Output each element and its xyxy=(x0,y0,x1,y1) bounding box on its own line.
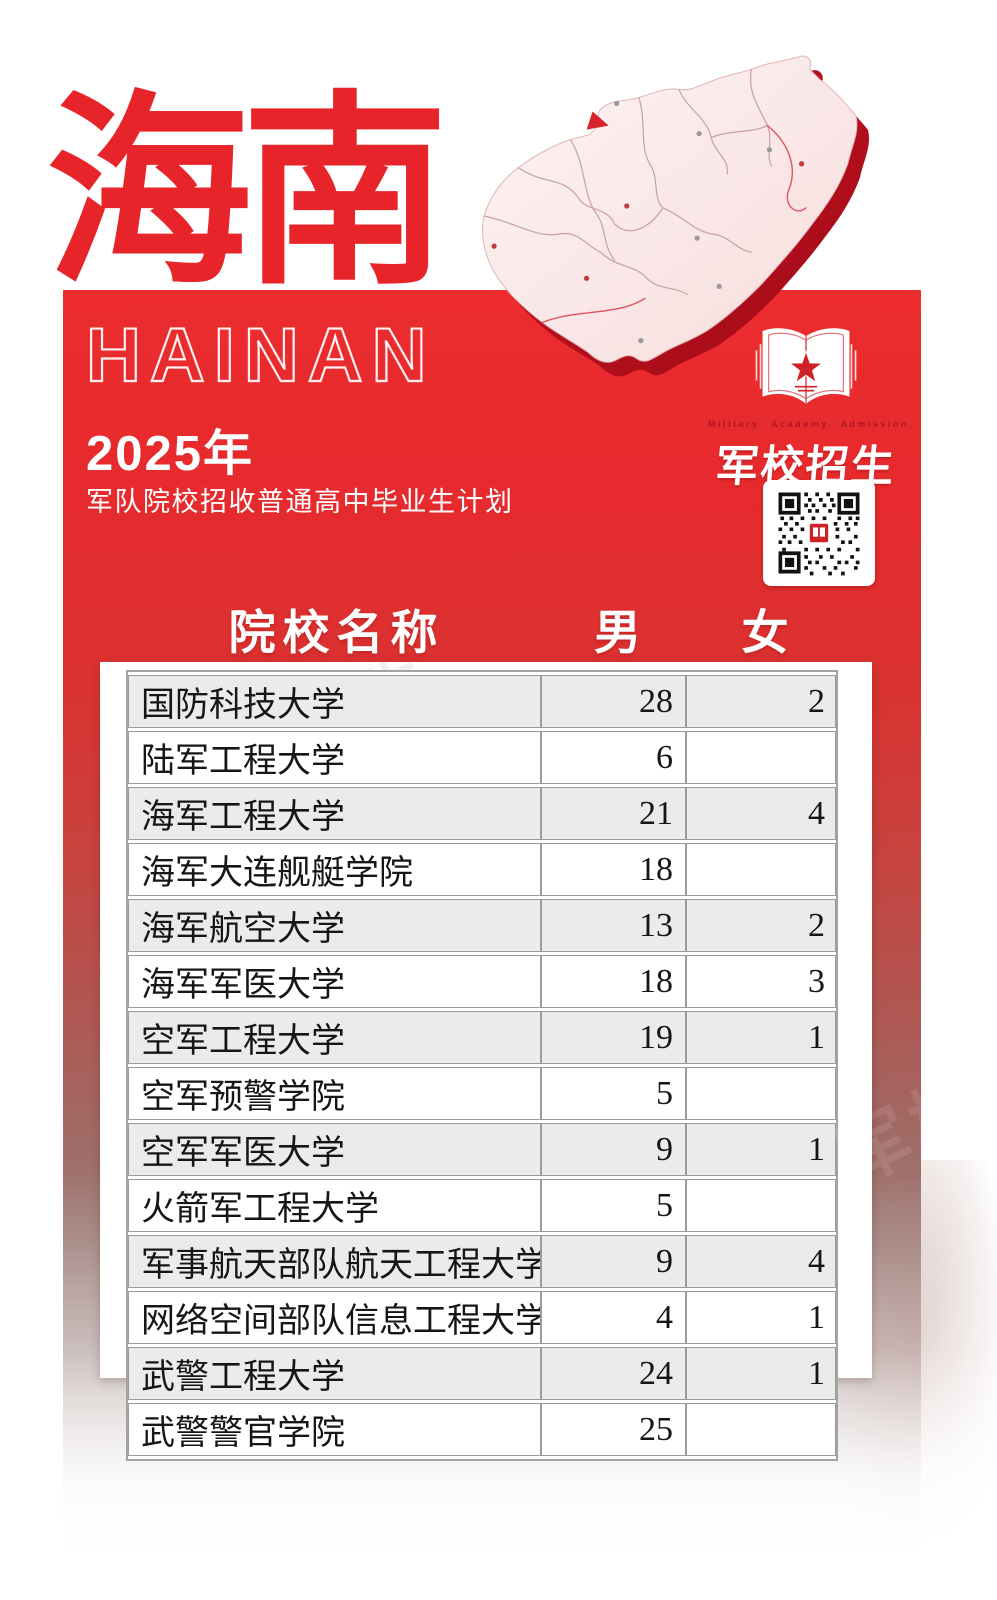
female-quota-cell: 1 xyxy=(686,1347,836,1400)
female-quota-cell: 4 xyxy=(686,1235,836,1288)
female-quota-cell xyxy=(686,1403,836,1456)
male-quota-cell: 6 xyxy=(541,731,686,784)
plan-subtitle: 军队院校招收普通高中毕业生计划 xyxy=(86,487,514,517)
qr-pattern xyxy=(773,487,865,579)
admission-table: 国防科技大学 28 2 陆军工程大学 6 海军工程大学 xyxy=(128,672,836,1459)
table-row: 空军工程大学 19 1 xyxy=(128,1011,836,1064)
male-quota-cell: 18 xyxy=(541,843,686,896)
male-quota-cell: 19 xyxy=(541,1011,686,1064)
school-name-cell: 海军军医大学 xyxy=(128,955,541,1008)
school-name-cell: 陆军工程大学 xyxy=(128,731,541,784)
school-name-cell: 海军航空大学 xyxy=(128,899,541,952)
logo-tagline: Military Academy Admission xyxy=(708,419,909,429)
school-name-cell: 空军军医大学 xyxy=(128,1123,541,1176)
table-row: 海军大连舰艇学院 18 xyxy=(128,843,836,896)
open-book-star-icon xyxy=(755,328,857,404)
table-row: 网络空间部队信息工程大学 4 1 xyxy=(128,1291,836,1344)
school-name-cell: 国防科技大学 xyxy=(128,675,541,728)
male-quota-cell: 4 xyxy=(541,1291,686,1344)
table-panel: 军校招生 军校招生 军校招生 军校招生 国防科技大学 28 2 陆军工程大学 xyxy=(100,643,872,1461)
male-quota-cell: 5 xyxy=(541,1179,686,1232)
table-row: 空军军医大学 9 1 xyxy=(128,1123,836,1176)
col-header-male: 男 xyxy=(594,605,641,659)
table-row: 武警警官学院 25 xyxy=(128,1403,836,1456)
male-quota-cell: 25 xyxy=(541,1403,686,1456)
table-row: 武警工程大学 24 1 xyxy=(128,1347,836,1400)
female-quota-cell xyxy=(686,731,836,784)
col-header-female: 女 xyxy=(741,605,789,659)
school-name-cell: 武警警官学院 xyxy=(128,1403,541,1456)
col-header-school: 院校名称 xyxy=(228,605,445,659)
female-quota-cell xyxy=(686,843,836,896)
table-row: 海军工程大学 21 4 xyxy=(128,787,836,840)
male-quota-cell: 13 xyxy=(541,899,686,952)
admission-table-frame: 国防科技大学 28 2 陆军工程大学 6 海军工程大学 xyxy=(126,670,838,1461)
table-row: 陆军工程大学 6 xyxy=(128,731,836,784)
female-quota-cell xyxy=(686,1067,836,1120)
female-quota-cell: 1 xyxy=(686,1291,836,1344)
male-quota-cell: 5 xyxy=(541,1067,686,1120)
table-row: 空军预警学院 5 xyxy=(128,1067,836,1120)
table-row: 火箭军工程大学 5 xyxy=(128,1179,836,1232)
school-name-cell: 空军工程大学 xyxy=(128,1011,541,1064)
table-row: 海军航空大学 13 2 xyxy=(128,899,836,952)
table-header-row: 院校名称 男 女 xyxy=(128,592,840,664)
school-name-cell: 海军工程大学 xyxy=(128,787,541,840)
province-title-cn: 海南 xyxy=(46,78,448,308)
female-quota-cell: 2 xyxy=(686,675,836,728)
male-quota-cell: 28 xyxy=(541,675,686,728)
table-row: 军事航天部队航天工程大学 9 4 xyxy=(128,1235,836,1288)
female-quota-cell: 1 xyxy=(686,1123,836,1176)
table-row: 国防科技大学 28 2 xyxy=(128,675,836,728)
school-name-cell: 军事航天部队航天工程大学 xyxy=(128,1235,541,1288)
school-name-cell: 火箭军工程大学 xyxy=(128,1179,541,1232)
female-quota-cell xyxy=(686,1179,836,1232)
qr-code xyxy=(763,480,875,586)
province-title-en: HAINAN xyxy=(85,313,436,398)
male-quota-cell: 9 xyxy=(541,1123,686,1176)
male-quota-cell: 21 xyxy=(541,787,686,840)
male-quota-cell: 9 xyxy=(541,1235,686,1288)
school-name-cell: 空军预警学院 xyxy=(128,1067,541,1120)
school-name-cell: 海军大连舰艇学院 xyxy=(128,843,541,896)
hainan-map-icon xyxy=(482,55,870,377)
year-heading: 2025年 xyxy=(86,427,255,481)
table-row: 海军军医大学 18 3 xyxy=(128,955,836,1008)
female-quota-cell: 2 xyxy=(686,899,836,952)
military-academy-logo: Military Academy Admission 军校招生 xyxy=(708,322,909,494)
female-quota-cell: 1 xyxy=(686,1011,836,1064)
male-quota-cell: 18 xyxy=(541,955,686,1008)
female-quota-cell: 3 xyxy=(686,955,836,1008)
school-name-cell: 武警工程大学 xyxy=(128,1347,541,1400)
male-quota-cell: 24 xyxy=(541,1347,686,1400)
female-quota-cell: 4 xyxy=(686,787,836,840)
school-name-cell: 网络空间部队信息工程大学 xyxy=(128,1291,541,1344)
